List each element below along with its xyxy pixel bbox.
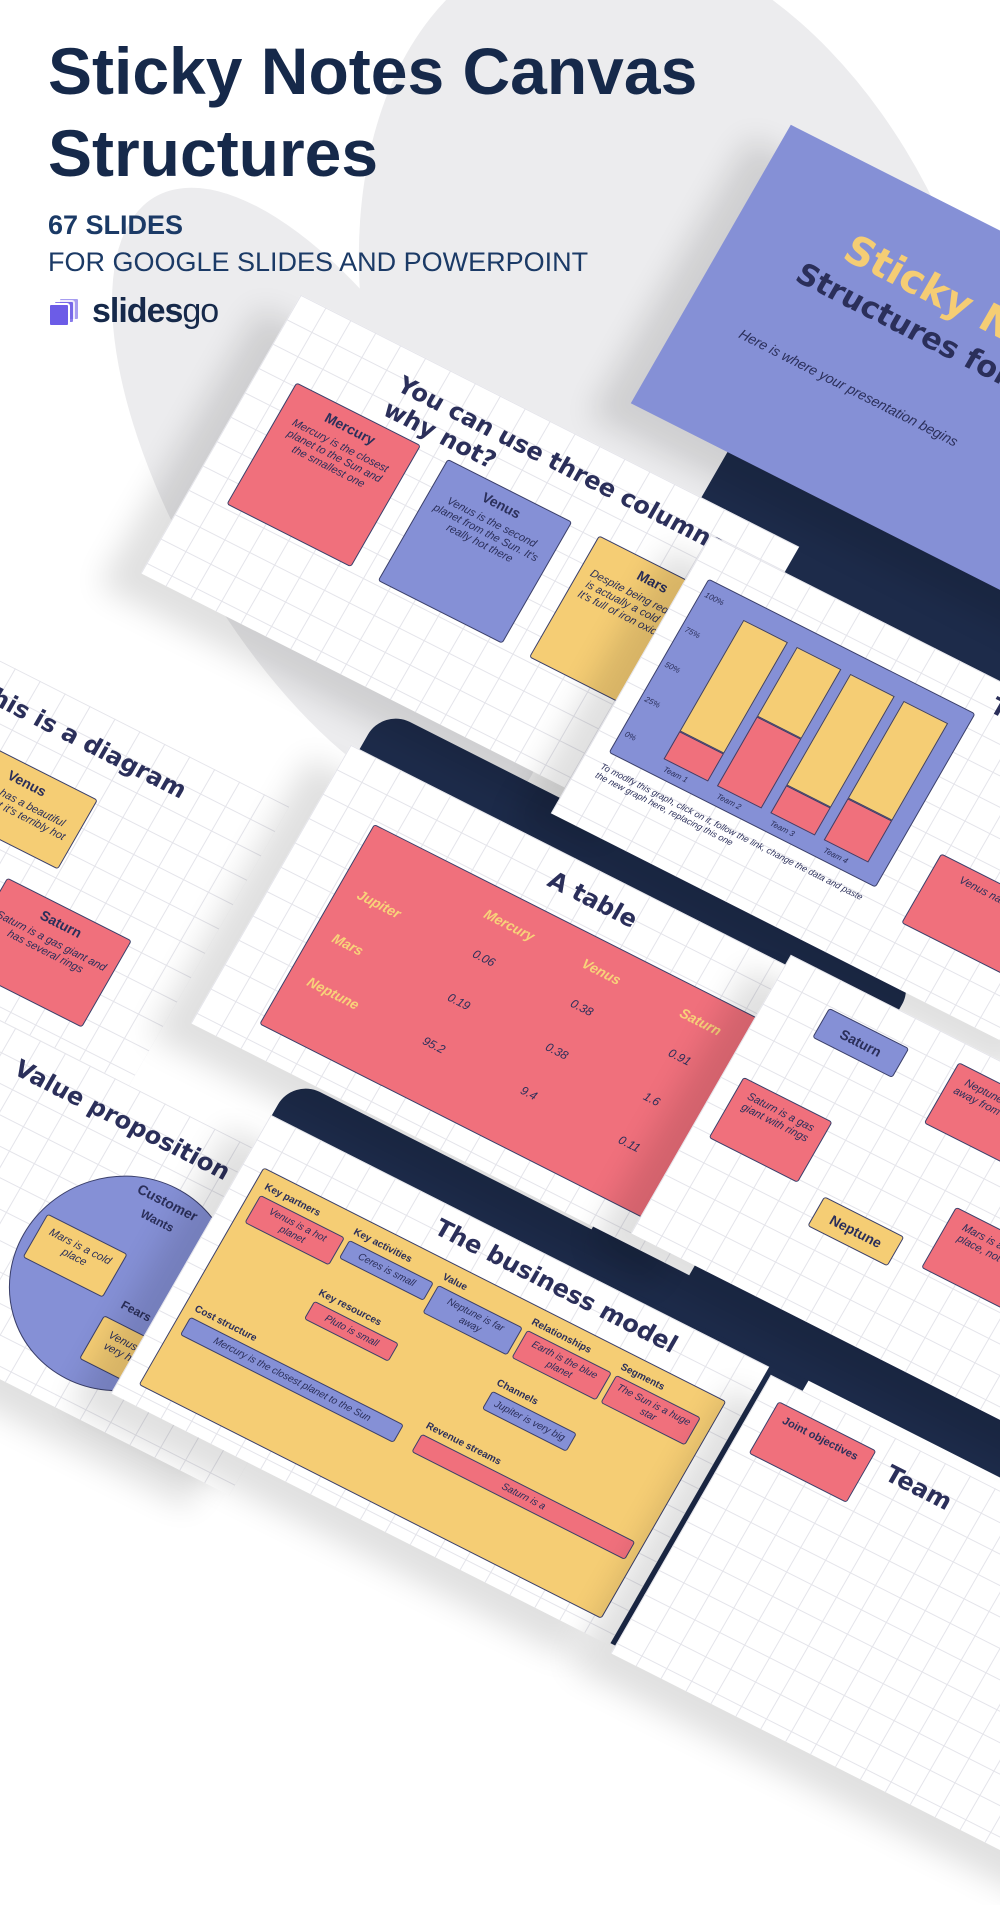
y-tick: 100% bbox=[703, 590, 726, 607]
section-label: Revenue streams bbox=[424, 1421, 643, 1539]
table-cell: 9.4 bbox=[518, 1083, 540, 1103]
table-cell: 1.6 bbox=[641, 1089, 663, 1109]
section-note: Saturn is a bbox=[411, 1434, 635, 1560]
row-header: Jupiter bbox=[354, 887, 404, 922]
row-header: Neptune bbox=[304, 974, 362, 1013]
slide-count: 67 SLIDES bbox=[48, 210, 768, 241]
note-joint-objectives: Joint objectives bbox=[749, 1401, 877, 1503]
row-header: Mars bbox=[329, 930, 366, 959]
note-venus: Venus name bbox=[901, 853, 1000, 977]
slide-title: Team bbox=[880, 1460, 957, 1516]
note-saturn: Saturn is a gas giant with rings bbox=[709, 1077, 833, 1183]
y-tick: 25% bbox=[643, 695, 662, 710]
col-header: Mercury bbox=[481, 906, 537, 944]
table-cell: 0.91 bbox=[666, 1046, 694, 1069]
brand-name-suffix: go bbox=[182, 292, 218, 330]
node-neptune: Neptune bbox=[807, 1196, 904, 1266]
node-saturn: Saturn bbox=[812, 1008, 909, 1078]
table-cell: 95.2 bbox=[420, 1034, 448, 1057]
table-cell: 0.38 bbox=[568, 996, 596, 1019]
page-title: Sticky Notes Canvas Structures bbox=[48, 30, 768, 194]
note-wants: Mars is a cold place bbox=[23, 1214, 128, 1298]
y-tick: 50% bbox=[663, 660, 682, 675]
slide-title: Th bbox=[986, 692, 1000, 731]
table-cell: 0.19 bbox=[445, 990, 473, 1013]
table-cell: 0.11 bbox=[616, 1133, 643, 1155]
slidesgo-logo-icon bbox=[48, 297, 82, 327]
slidesgo-logo: slidesgo bbox=[48, 292, 768, 331]
table-cell: 0.38 bbox=[543, 1040, 571, 1063]
table-cell: 0.06 bbox=[470, 947, 498, 970]
note-neptune: Neptune is far away from Earth bbox=[924, 1062, 1000, 1168]
brand-name: slides bbox=[92, 292, 182, 330]
col-header: Venus bbox=[579, 955, 624, 988]
header: Sticky Notes Canvas Structures 67 SLIDES… bbox=[48, 30, 768, 331]
y-tick: 0% bbox=[623, 730, 638, 743]
note-mars: Mars is a cold place, not hot bbox=[921, 1207, 1000, 1313]
col-header: Saturn bbox=[677, 1005, 724, 1039]
y-tick: 75% bbox=[683, 625, 702, 640]
subtitle: FOR GOOGLE SLIDES AND POWERPOINT bbox=[48, 247, 768, 278]
